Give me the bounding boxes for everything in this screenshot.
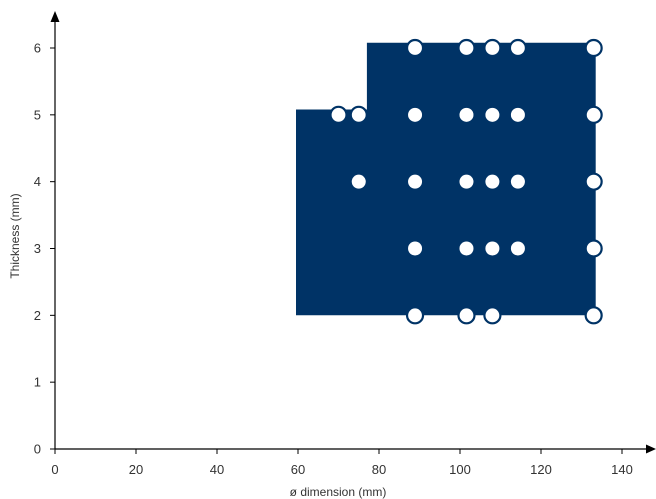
- data-point: [483, 306, 502, 325]
- data-point: [510, 241, 525, 256]
- y-tick-label: 6: [34, 41, 41, 56]
- data-point: [351, 174, 366, 189]
- y-tick-label: 2: [34, 308, 41, 323]
- data-point: [457, 306, 476, 325]
- data-point: [457, 38, 476, 58]
- data-point: [408, 174, 423, 189]
- data-point: [508, 38, 528, 58]
- y-tick-label: 4: [34, 174, 41, 189]
- data-point: [408, 107, 423, 122]
- data-point: [485, 107, 500, 122]
- data-points: [329, 38, 603, 325]
- data-point: [483, 38, 502, 58]
- data-point: [408, 241, 423, 256]
- y-tick-label: 1: [34, 375, 41, 390]
- data-point: [459, 107, 474, 122]
- x-axis-title: ø dimension (mm): [290, 485, 387, 499]
- data-point: [485, 241, 500, 256]
- data-point: [459, 241, 474, 256]
- x-axis-arrowhead: [646, 444, 656, 454]
- data-point: [584, 172, 603, 191]
- y-tick-label: 0: [34, 442, 41, 457]
- data-point: [584, 38, 603, 58]
- x-tick-label: 120: [530, 462, 552, 477]
- y-tick-label: 3: [34, 241, 41, 256]
- y-axis-arrowhead: [50, 11, 60, 22]
- x-tick-label: 60: [291, 462, 305, 477]
- x-ticks: 0 20 40 60 80 100 120 140: [51, 449, 633, 477]
- data-point: [405, 38, 425, 58]
- x-tick-label: 0: [51, 462, 58, 477]
- x-tick-label: 140: [611, 462, 633, 477]
- data-point: [584, 239, 603, 258]
- coverage-region: [296, 42, 596, 316]
- data-point: [510, 107, 525, 122]
- data-point: [349, 105, 368, 124]
- data-point: [584, 105, 603, 124]
- y-ticks: 0 1 2 3 4 5 6: [34, 41, 55, 457]
- data-point: [584, 306, 603, 325]
- x-tick-label: 40: [210, 462, 224, 477]
- data-point: [405, 306, 425, 325]
- y-tick-label: 5: [34, 107, 41, 122]
- coverage-region-layer: [296, 42, 596, 316]
- x-tick-label: 20: [129, 462, 143, 477]
- axes: [50, 11, 656, 454]
- data-point: [329, 105, 348, 124]
- y-axis-title: Thickness (mm): [8, 193, 22, 278]
- data-point: [459, 174, 474, 189]
- data-point: [510, 174, 525, 189]
- data-point: [485, 174, 500, 189]
- x-tick-label: 100: [449, 462, 471, 477]
- x-tick-label: 80: [372, 462, 386, 477]
